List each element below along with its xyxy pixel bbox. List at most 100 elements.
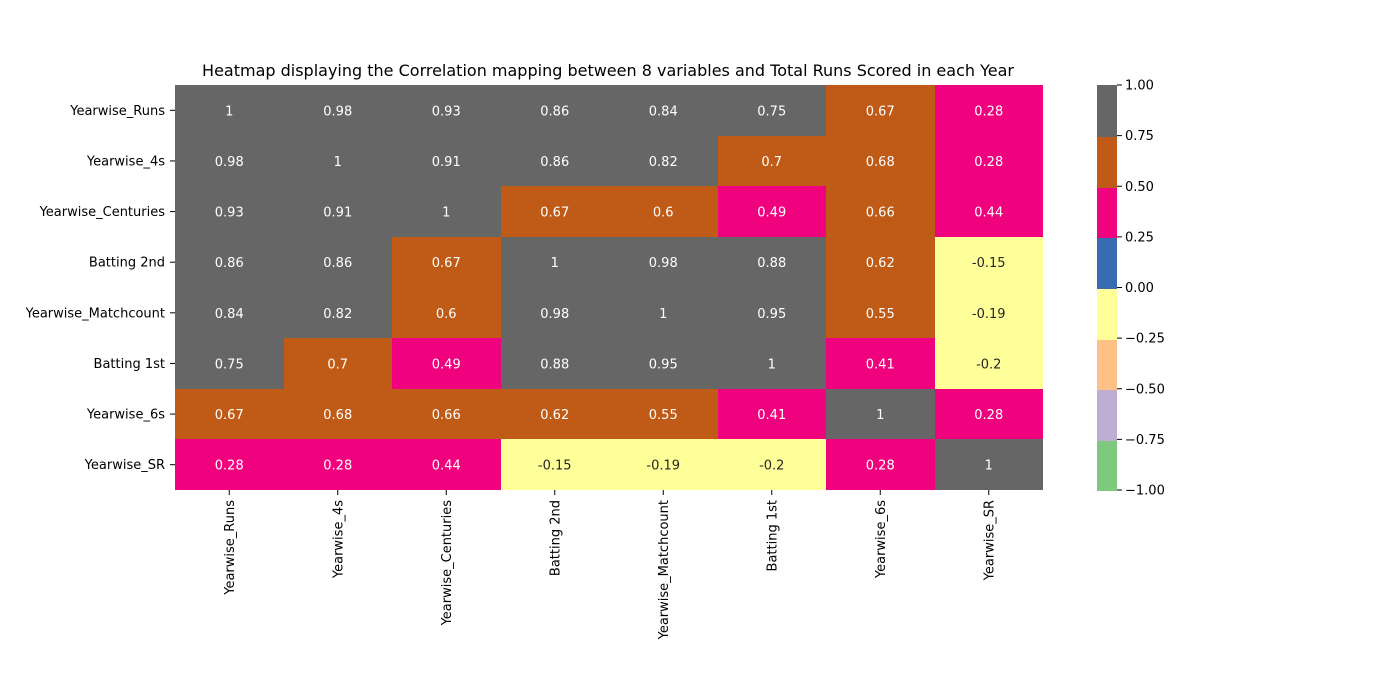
cell-value-label: -0.19	[972, 307, 1006, 322]
heatmap-cell	[392, 237, 501, 288]
heatmap-cell	[392, 136, 501, 186]
cell-value-label: 0.84	[215, 307, 244, 322]
cell-value-label: 0.49	[757, 206, 786, 221]
heatmap-cell	[175, 186, 284, 237]
heatmap-cell	[826, 389, 935, 439]
heatmap-cell	[935, 136, 1043, 186]
heatmap-cell	[609, 186, 718, 237]
colorbar-segment	[1097, 389, 1117, 441]
cell-value-label: 0.95	[649, 357, 678, 372]
heatmap-cell	[175, 338, 284, 389]
cell-value-label: 0.55	[649, 408, 678, 423]
colorbar: 1.00 0.75 0.50 0.25 0.00 −0.25 −0.50 −0.75 −1.00	[1097, 79, 1165, 499]
heatmap-cell	[935, 85, 1043, 136]
y-tick-label: Batting 2nd	[89, 256, 165, 271]
cell-value-label: -0.15	[972, 256, 1006, 271]
y-tick-label: Yearwise_Matchcount	[25, 306, 165, 321]
heatmap-cell	[501, 338, 609, 389]
colorbar-tick-label: −1.00	[1125, 484, 1165, 499]
cell-value-label: 1	[768, 357, 776, 372]
heatmap-cell	[284, 85, 392, 136]
heatmap-cells	[175, 85, 1043, 490]
heatmap-cell	[718, 389, 826, 439]
cell-value-label: 0.93	[215, 206, 244, 221]
y-tick-label: Yearwise_6s	[86, 408, 165, 423]
colorbar-tick-label: 0.00	[1125, 281, 1154, 296]
heatmap-cell	[718, 338, 826, 389]
heatmap-cell	[826, 85, 935, 136]
cell-value-label: 1	[334, 155, 342, 170]
colorbar-tick-label: 1.00	[1125, 79, 1154, 94]
heatmap-cell	[392, 85, 501, 136]
colorbar-segment	[1097, 186, 1117, 238]
cell-value-label: 0.28	[866, 459, 895, 474]
cell-value-label: 0.28	[215, 459, 244, 474]
x-tick-label: Batting 1st	[765, 500, 780, 571]
heatmap-cell	[392, 186, 501, 237]
heatmap-cell	[501, 85, 609, 136]
cell-value-label: 0.66	[432, 408, 461, 423]
heatmap-cell	[609, 439, 718, 490]
heatmap-cell	[175, 85, 284, 136]
cell-value-label: 0.44	[432, 459, 461, 474]
y-tick-label: Batting 1st	[94, 357, 165, 372]
cell-value-label: 0.28	[974, 104, 1003, 119]
cell-value-label: 0.66	[866, 206, 895, 221]
colorbar-tick-label: −0.75	[1125, 433, 1165, 448]
cell-value-label: 0.75	[757, 104, 786, 119]
colorbar-tick-label: 0.25	[1125, 230, 1154, 245]
cell-value-label: 0.82	[323, 307, 352, 322]
heatmap-cell	[609, 136, 718, 186]
heatmap-cell	[392, 439, 501, 490]
cell-value-label: 0.95	[757, 307, 786, 322]
cell-value-label: 0.88	[757, 256, 786, 271]
heatmap-cell	[935, 338, 1043, 389]
colorbar-tick-label: 0.50	[1125, 180, 1154, 195]
x-tick-label: Yearwise_Centuries	[440, 500, 455, 627]
heatmap-cell	[826, 338, 935, 389]
heatmap-cell	[284, 338, 392, 389]
cell-value-label: 0.62	[540, 408, 569, 423]
heatmap-cell	[609, 389, 718, 439]
colorbar-segment	[1097, 85, 1117, 137]
cell-value-label: 0.67	[866, 104, 895, 119]
cell-value-label: -0.19	[646, 459, 680, 474]
x-tick-label: Yearwise_Runs	[223, 500, 238, 596]
heatmap-cell	[609, 85, 718, 136]
cell-value-label: 1	[985, 459, 993, 474]
cell-value-label: 0.91	[323, 206, 352, 221]
heatmap-cell	[609, 237, 718, 288]
cell-value-label: 1	[876, 408, 884, 423]
x-axis: Yearwise_Runs Yearwise_4s Yearwise_Centuri…	[223, 490, 997, 640]
cell-value-label: 0.86	[540, 104, 569, 119]
heatmap-cell	[284, 186, 392, 237]
heatmap-cell	[935, 439, 1043, 490]
heatmap-cell	[718, 136, 826, 186]
cell-value-label: 0.98	[215, 155, 244, 170]
cell-value-label: 0.86	[323, 256, 352, 271]
heatmap-cell	[826, 237, 935, 288]
cell-value-label: 0.44	[974, 206, 1003, 221]
heatmap-cell	[284, 439, 392, 490]
cell-value-label: 0.88	[540, 357, 569, 372]
chart-title: Heatmap displaying the Correlation mappi…	[202, 61, 1014, 80]
cell-value-label: 0.91	[432, 155, 461, 170]
x-tick-label: Batting 2nd	[548, 500, 563, 576]
heatmap-cell	[284, 237, 392, 288]
y-tick-label: Yearwise_Runs	[69, 104, 165, 119]
heatmap-cell	[935, 389, 1043, 439]
cell-value-label: 0.98	[540, 307, 569, 322]
heatmap-cell	[175, 288, 284, 338]
y-tick-label: Yearwise_Centuries	[39, 205, 166, 220]
colorbar-tick-label: 0.75	[1125, 129, 1154, 144]
cell-value-label: 1	[659, 307, 667, 322]
cell-value-label: -0.2	[976, 357, 1001, 372]
cell-value-label: 1	[551, 256, 559, 271]
x-tick-label: Yearwise_Matchcount	[657, 500, 672, 640]
heatmap-cell	[175, 136, 284, 186]
cell-value-label: 0.68	[323, 408, 352, 423]
cell-value-label: 1	[442, 206, 450, 221]
cell-value-label: 0.41	[866, 357, 895, 372]
cell-value-label: 0.28	[323, 459, 352, 474]
